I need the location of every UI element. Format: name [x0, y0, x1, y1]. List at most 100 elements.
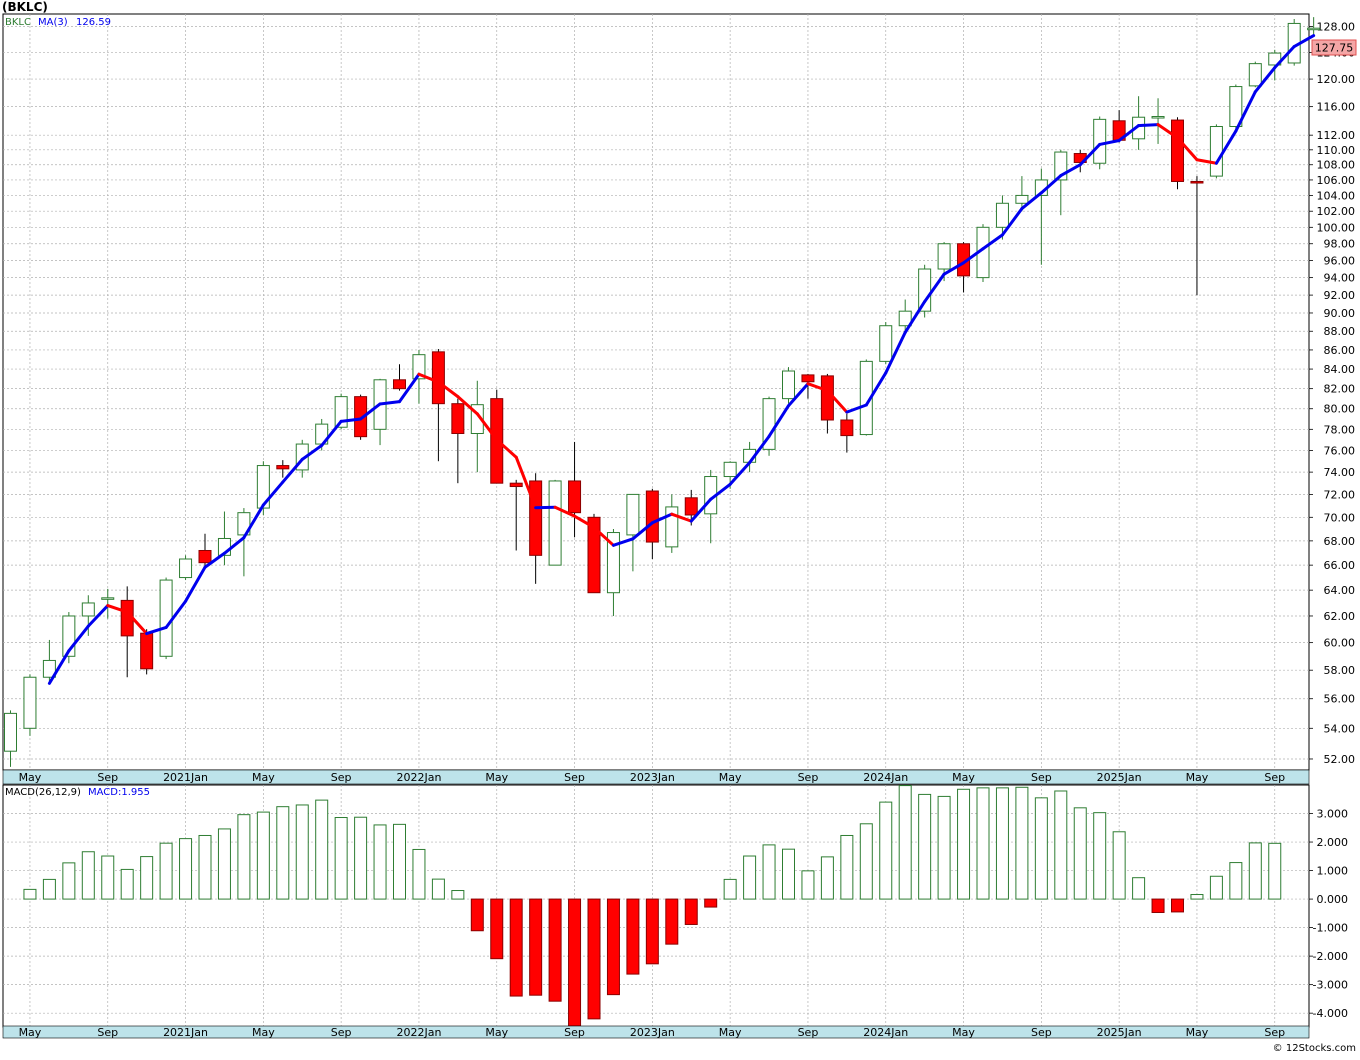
candle-down — [1172, 120, 1184, 181]
macd-bar-positive — [374, 825, 386, 899]
candle-up — [102, 598, 114, 600]
macd-bar-negative — [530, 899, 542, 995]
macd-bar-positive — [316, 800, 328, 899]
macd-bar-positive — [938, 796, 950, 899]
macd-y-tick-label: 2.000 — [1317, 836, 1349, 849]
candle-down — [569, 481, 581, 513]
macd-bar-negative — [627, 899, 639, 974]
price-y-tick-label: 72.00 — [1324, 488, 1356, 501]
macd-y-tick-label: 0.000 — [1317, 893, 1349, 906]
price-y-tick-label: 104.00 — [1317, 189, 1356, 202]
macd-bar-positive — [43, 879, 55, 899]
macd-legend-label: MACD(26,12,9) — [5, 787, 81, 798]
candle-down — [646, 491, 658, 542]
price-y-tick-label: 110.00 — [1317, 144, 1356, 157]
candle-up — [724, 462, 736, 476]
x-axis-label: Sep — [1031, 771, 1052, 784]
macd-bar-positive — [102, 856, 114, 899]
x-axis-label: 2021Jan — [163, 1026, 208, 1039]
price-y-tick-label: 116.00 — [1317, 101, 1356, 114]
price-y-tick-label: 94.00 — [1324, 272, 1356, 285]
price-y-tick-label: 80.00 — [1324, 403, 1356, 416]
x-axis-label: May — [485, 771, 508, 784]
price-legend-ma: MA(3) — [38, 17, 68, 28]
macd-legend-value: MACD:1.955 — [88, 787, 150, 798]
price-y-tick-label: 54.00 — [1324, 722, 1356, 735]
candle-up — [549, 481, 561, 565]
x-axis-label: May — [719, 1026, 742, 1039]
price-y-tick-label: 66.00 — [1324, 559, 1356, 572]
price-y-tick-label: 98.00 — [1324, 238, 1356, 251]
macd-bar-positive — [277, 807, 289, 899]
candle-up — [24, 677, 36, 728]
price-y-tick-label: 82.00 — [1324, 383, 1356, 396]
ma-segment — [1139, 125, 1158, 126]
x-axis-label: 2025Jan — [1097, 771, 1142, 784]
macd-bar-positive — [218, 829, 230, 899]
price-y-tick-label: 56.00 — [1324, 693, 1356, 706]
candle-down — [802, 375, 814, 382]
macd-bar-positive — [880, 802, 892, 899]
macd-bar-positive — [1133, 878, 1145, 899]
candle-up — [996, 203, 1008, 227]
macd-bar-positive — [1055, 791, 1067, 899]
price-y-tick-label: 68.00 — [1324, 535, 1356, 548]
candle-down — [530, 481, 542, 555]
macd-bar-positive — [199, 835, 211, 899]
x-axis-label: 2023Jan — [630, 1026, 675, 1039]
x-axis-label: Sep — [331, 1026, 352, 1039]
macd-bar-positive — [355, 817, 367, 899]
macd-bar-positive — [1016, 787, 1028, 899]
candle-up — [1210, 127, 1222, 177]
price-y-tick-label: 112.00 — [1317, 129, 1356, 142]
macd-bar-negative — [1172, 899, 1184, 912]
macd-bar-negative — [646, 899, 658, 964]
macd-bar-negative — [491, 899, 503, 959]
price-y-tick-label: 74.00 — [1324, 466, 1356, 479]
macd-bar-positive — [1249, 843, 1261, 899]
x-axis-label: Sep — [564, 771, 585, 784]
macd-bar-negative — [1152, 899, 1164, 912]
candle-up — [160, 580, 172, 656]
x-axis-label: 2025Jan — [1097, 1026, 1142, 1039]
price-y-tick-label: 108.00 — [1317, 159, 1356, 172]
x-axis-label: May — [719, 771, 742, 784]
macd-bar-positive — [296, 805, 308, 899]
x-axis-label: Sep — [1264, 1026, 1285, 1039]
price-legend-symbol: BKLC — [5, 17, 31, 28]
macd-bar-negative — [666, 899, 678, 944]
x-axis-label: 2021Jan — [163, 771, 208, 784]
price-y-tick-label: 92.00 — [1324, 289, 1356, 302]
macd-y-tick-label: -1.000 — [1313, 922, 1348, 935]
macd-bar-negative — [588, 899, 600, 1019]
macd-bar-negative — [607, 899, 619, 995]
candle-up — [5, 713, 17, 751]
macd-bar-positive — [82, 852, 94, 899]
price-y-tick-label: 88.00 — [1324, 325, 1356, 338]
macd-bar-positive — [802, 871, 814, 899]
macd-bar-negative — [471, 899, 483, 931]
macd-bar-positive — [257, 812, 269, 899]
macd-bar-positive — [1210, 876, 1222, 899]
macd-y-tick-label: 3.000 — [1317, 808, 1349, 821]
x-axis-label: May — [952, 1026, 975, 1039]
x-axis-label: 2024Jan — [863, 771, 908, 784]
x-axis-label: Sep — [97, 771, 118, 784]
price-y-tick-label: 64.00 — [1324, 584, 1356, 597]
macd-bar-positive — [919, 794, 931, 899]
macd-bar-negative — [549, 899, 561, 1001]
x-axis-label: May — [19, 1026, 42, 1039]
price-y-tick-label: 100.00 — [1317, 221, 1356, 234]
candle-down — [685, 498, 697, 515]
price-y-tick-label: 58.00 — [1324, 664, 1356, 677]
macd-bar-positive — [899, 786, 911, 900]
candle-up — [919, 269, 931, 311]
candle-up — [880, 326, 892, 362]
price-y-tick-label: 60.00 — [1324, 637, 1356, 650]
macd-bar-positive — [1113, 832, 1125, 899]
candle-down — [199, 550, 211, 562]
macd-bar-positive — [1269, 843, 1281, 899]
macd-y-tick-label: 1.000 — [1317, 865, 1349, 878]
watermark: © 12Stocks.com — [1273, 1043, 1356, 1054]
